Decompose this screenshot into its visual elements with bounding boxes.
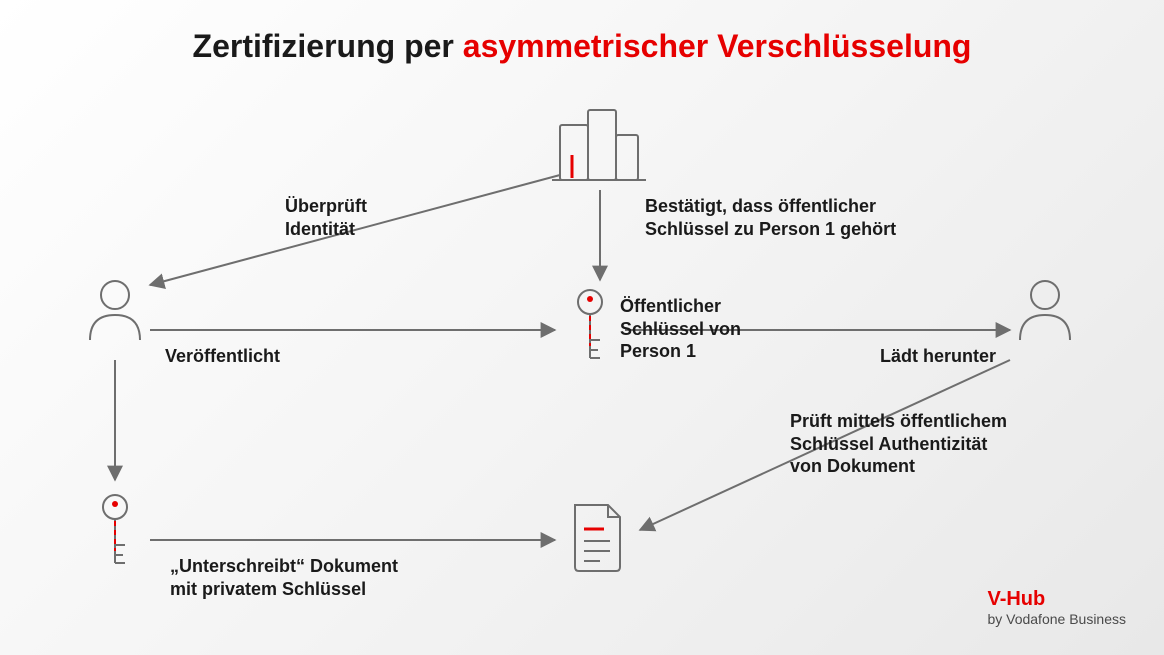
edge-label-person2-document: Prüft mittels öffentlichemSchlüssel Auth… — [790, 410, 1007, 478]
diagram-stage: Zertifizierung per asymmetrischer Versch… — [0, 0, 1164, 655]
person2-icon — [1020, 281, 1070, 340]
edge-label-public_key-person2: Lädt herunter — [880, 345, 996, 368]
edge-label-authority-public_key: Bestätigt, dass öffentlicherSchlüssel zu… — [645, 195, 896, 240]
public-key-label: ÖffentlicherSchlüssel vonPerson 1 — [620, 295, 780, 363]
authority-icon — [552, 110, 646, 180]
brand-line1: V-Hub — [987, 588, 1126, 611]
edge-label-person1-public_key: Veröffentlicht — [165, 345, 280, 368]
brand-line2: by Vodafone Business — [987, 611, 1126, 627]
edge-label-authority-person1: ÜberprüftIdentität — [285, 195, 367, 240]
document-icon — [575, 505, 620, 571]
brand-block: V-Hub by Vodafone Business — [987, 588, 1126, 627]
edge-label-private_key-document: „Unterschreibt“ Dokumentmit privatem Sch… — [170, 555, 398, 600]
private-key-icon — [103, 495, 127, 563]
public-key-icon — [578, 290, 602, 358]
person1-icon — [90, 281, 140, 340]
